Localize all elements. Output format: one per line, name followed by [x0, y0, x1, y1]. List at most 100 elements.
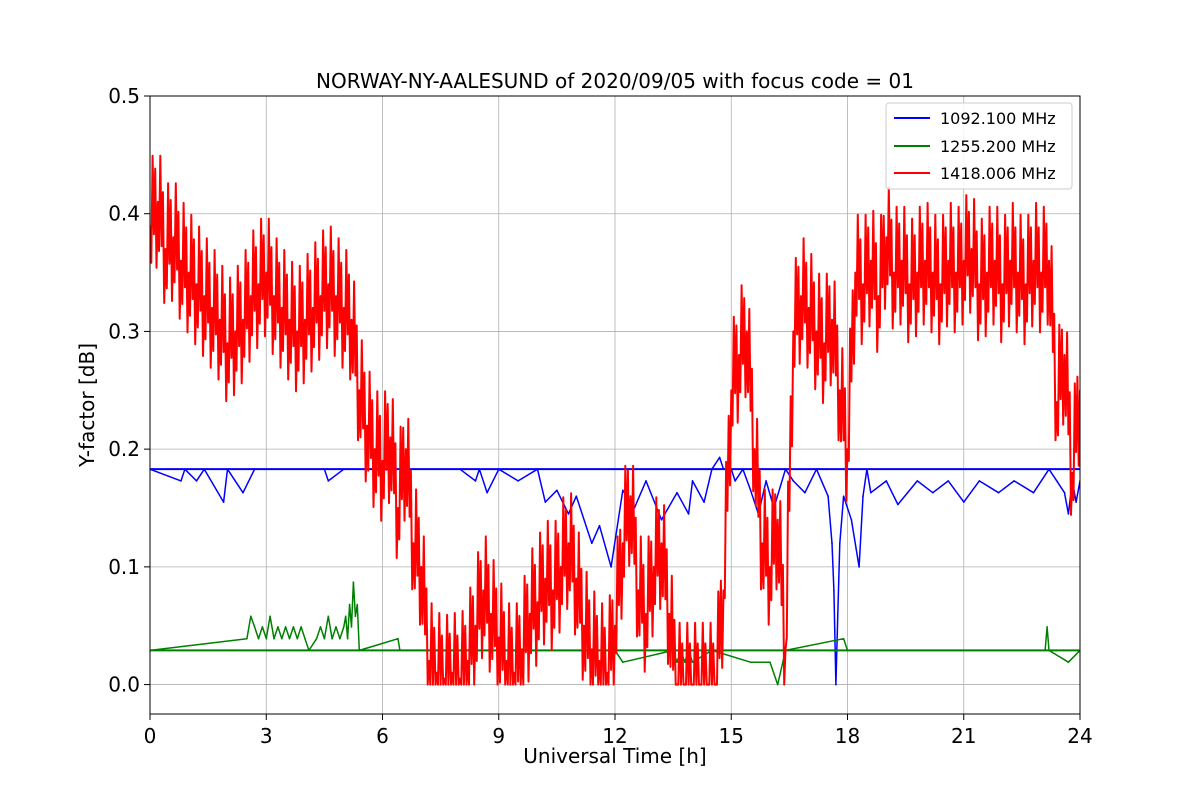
data-point — [211, 307, 213, 309]
data-point — [862, 283, 864, 286]
data-point — [273, 295, 275, 297]
data-point — [358, 389, 361, 392]
data-point — [885, 236, 888, 239]
x-tick-label: 12 — [602, 724, 627, 748]
data-point — [296, 330, 299, 333]
data-point — [544, 501, 547, 503]
data-point — [610, 566, 612, 568]
x-tick-label: 6 — [376, 724, 389, 748]
data-point — [963, 501, 965, 503]
data-point — [804, 491, 806, 494]
data-point — [1048, 468, 1050, 471]
data-point — [749, 661, 752, 663]
y-tick-label: 0.4 — [108, 202, 140, 226]
data-point — [466, 660, 469, 662]
data-point — [614, 624, 616, 627]
data-point — [350, 318, 353, 321]
data-point — [955, 271, 957, 274]
y-axis-title: Y-factor [dB] — [75, 343, 99, 468]
data-point — [842, 495, 845, 498]
x-tick-label: 18 — [835, 724, 860, 748]
data-point — [653, 566, 655, 568]
data-point — [513, 672, 516, 674]
data-point — [428, 660, 430, 662]
data-point — [288, 637, 291, 640]
data-point — [792, 330, 795, 333]
data-point — [397, 507, 399, 509]
data-point — [482, 589, 485, 592]
data-point — [219, 318, 221, 321]
data-point — [815, 468, 818, 471]
data-point — [978, 283, 981, 286]
data-point — [997, 491, 1000, 494]
data-point — [397, 637, 399, 640]
data-point — [366, 424, 368, 427]
data-point — [645, 613, 647, 615]
data-point — [348, 603, 351, 606]
data-point — [180, 260, 182, 262]
data-point — [486, 491, 488, 494]
data-point — [1044, 649, 1046, 652]
data-point — [459, 677, 461, 680]
data-point — [699, 683, 702, 686]
data-point — [358, 468, 361, 471]
data-point — [738, 354, 740, 356]
data-point — [323, 468, 326, 471]
data-point — [730, 389, 733, 392]
data-point — [831, 318, 833, 321]
data-point — [1040, 271, 1043, 274]
data-point — [1071, 471, 1074, 474]
data-point — [784, 648, 787, 651]
data-point — [684, 683, 686, 686]
data-point — [835, 683, 837, 686]
data-point — [784, 468, 787, 471]
data-point — [412, 542, 415, 545]
data-point — [676, 661, 678, 663]
data-point — [335, 626, 337, 628]
data-point — [242, 318, 244, 321]
data-point — [436, 672, 438, 674]
data-point — [250, 295, 252, 297]
data-point — [505, 660, 508, 662]
data-point — [691, 683, 694, 686]
data-point — [1046, 626, 1048, 628]
data-point — [676, 683, 678, 686]
data-point — [691, 480, 694, 482]
legend-label-1418: 1418.006 MHz — [940, 164, 1056, 183]
data-point — [374, 448, 376, 450]
data-point — [765, 480, 767, 482]
data-point — [180, 480, 182, 482]
data-point — [269, 615, 271, 618]
legend-label-1255: 1255.200 MHz — [940, 137, 1056, 156]
data-point — [591, 648, 593, 651]
data-point — [769, 661, 771, 663]
data-point — [292, 626, 295, 628]
data-point — [866, 468, 868, 471]
data-point — [1056, 480, 1058, 482]
data-point — [253, 468, 256, 471]
data-point — [827, 495, 829, 498]
data-point — [226, 342, 229, 345]
data-point — [622, 542, 624, 545]
data-point — [250, 615, 252, 618]
data-point — [833, 589, 835, 592]
data-point — [994, 260, 996, 262]
data-point — [567, 542, 570, 545]
data-point — [281, 307, 283, 309]
data-point — [265, 637, 268, 640]
x-tick-label: 21 — [951, 724, 976, 748]
y-tick-label: 0.5 — [108, 84, 140, 108]
data-point — [622, 661, 624, 663]
data-point — [443, 677, 446, 680]
data-point — [234, 330, 237, 333]
data-point — [352, 581, 355, 583]
data-point — [529, 613, 531, 615]
data-point — [203, 295, 206, 297]
data-point — [939, 283, 942, 286]
data-point — [474, 480, 477, 482]
data-point — [474, 624, 477, 627]
data-point — [536, 468, 539, 471]
data-point — [776, 519, 779, 521]
x-axis: 0 3 6 9 12 15 18 21 24 — [144, 714, 1093, 748]
data-point — [711, 468, 713, 471]
